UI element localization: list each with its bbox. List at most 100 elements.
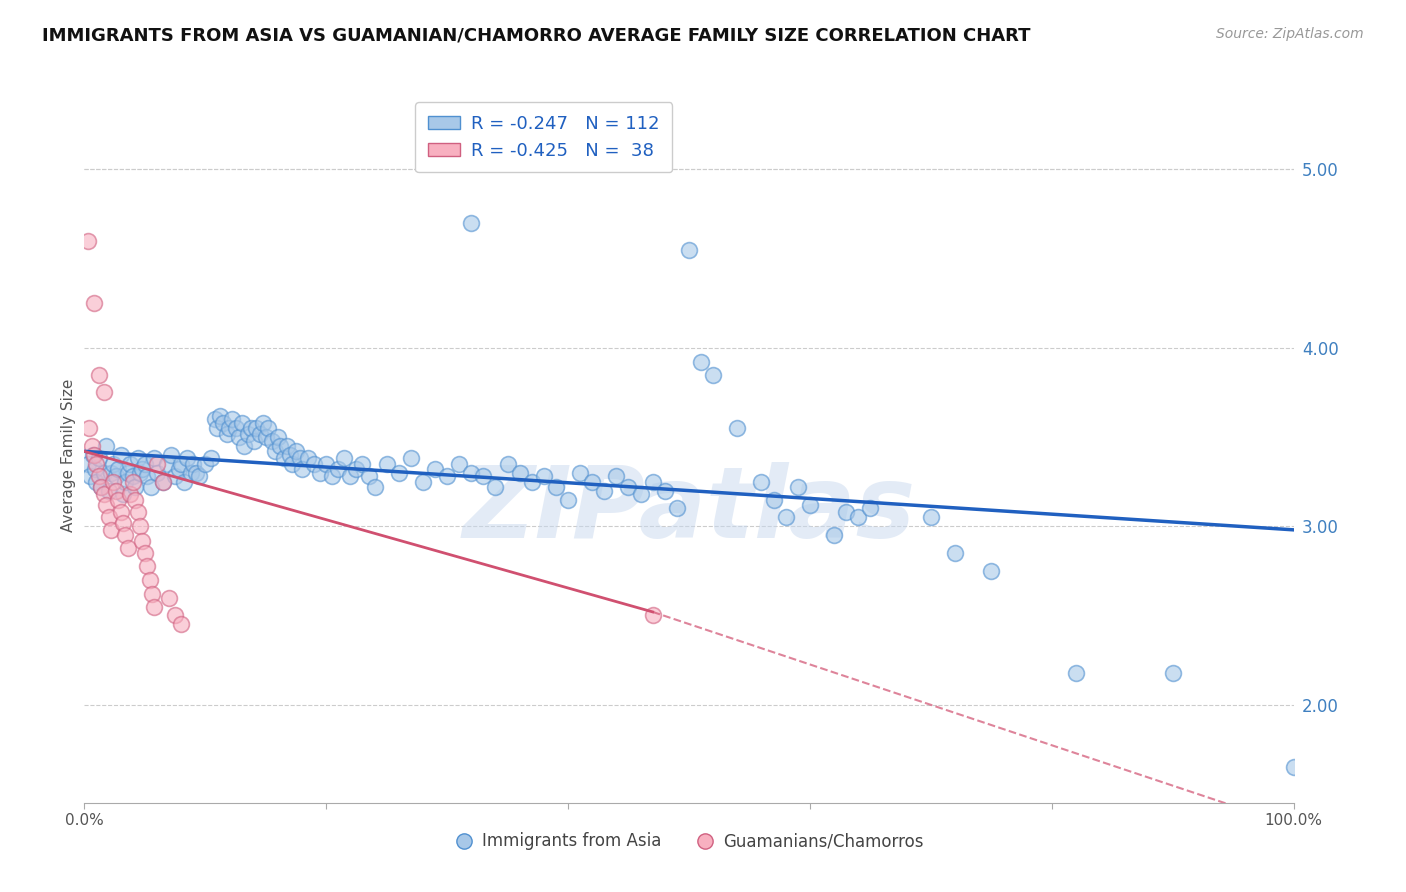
Point xyxy=(249,426,271,441)
Point xyxy=(100,466,122,480)
Point xyxy=(87,451,110,466)
Point xyxy=(333,451,356,466)
Point xyxy=(321,469,343,483)
Point xyxy=(1282,760,1305,774)
Point xyxy=(129,466,152,480)
Point xyxy=(943,546,966,560)
Point xyxy=(114,475,136,489)
Point xyxy=(484,480,506,494)
Point xyxy=(94,498,117,512)
Point xyxy=(127,451,149,466)
Point xyxy=(86,457,108,471)
Point xyxy=(114,528,136,542)
Point xyxy=(284,444,308,458)
Point xyxy=(94,439,117,453)
Point xyxy=(204,412,226,426)
Point xyxy=(291,462,314,476)
Point xyxy=(846,510,869,524)
Point xyxy=(775,510,797,524)
Point xyxy=(581,475,603,489)
Point xyxy=(281,457,304,471)
Point xyxy=(120,457,142,471)
Point xyxy=(77,457,100,471)
Point xyxy=(84,462,107,476)
Point xyxy=(103,457,125,471)
Point xyxy=(236,426,259,441)
Point xyxy=(194,457,217,471)
Point xyxy=(835,505,858,519)
Point xyxy=(786,480,808,494)
Point xyxy=(297,451,319,466)
Point xyxy=(180,466,202,480)
Point xyxy=(665,501,688,516)
Point xyxy=(630,487,652,501)
Point xyxy=(136,469,159,483)
Point xyxy=(617,480,640,494)
Point xyxy=(117,466,139,480)
Point xyxy=(208,409,231,423)
Point xyxy=(544,480,567,494)
Point xyxy=(131,462,153,476)
Point xyxy=(725,421,748,435)
Point xyxy=(120,487,142,501)
Point xyxy=(121,475,143,489)
Point xyxy=(357,469,380,483)
Point xyxy=(762,492,785,507)
Point xyxy=(87,368,110,382)
Point xyxy=(200,451,222,466)
Point xyxy=(152,475,174,489)
Point xyxy=(605,469,627,483)
Point xyxy=(412,475,434,489)
Point xyxy=(93,487,115,501)
Point xyxy=(170,457,193,471)
Point xyxy=(77,234,100,248)
Point xyxy=(328,462,350,476)
Point xyxy=(188,469,211,483)
Point xyxy=(79,469,101,483)
Point xyxy=(260,434,283,448)
Point xyxy=(751,475,773,489)
Text: ZIPatlas: ZIPatlas xyxy=(463,462,915,559)
Legend: Immigrants from Asia, Guamanians/Chamorros: Immigrants from Asia, Guamanians/Chamorr… xyxy=(447,826,931,857)
Point xyxy=(460,216,482,230)
Point xyxy=(388,466,411,480)
Point xyxy=(129,519,152,533)
Point xyxy=(80,439,103,453)
Point xyxy=(90,480,112,494)
Point xyxy=(83,296,105,310)
Point xyxy=(134,457,156,471)
Point xyxy=(82,448,104,462)
Point xyxy=(1064,665,1087,680)
Point xyxy=(143,599,166,614)
Point xyxy=(157,591,180,605)
Point xyxy=(97,483,120,498)
Point xyxy=(339,469,361,483)
Point xyxy=(100,523,122,537)
Point xyxy=(215,426,238,441)
Point xyxy=(93,466,115,480)
Point xyxy=(363,480,385,494)
Point xyxy=(472,469,495,483)
Point xyxy=(799,498,821,512)
Point xyxy=(93,385,115,400)
Point xyxy=(264,444,287,458)
Point xyxy=(980,564,1002,578)
Point xyxy=(87,469,110,483)
Point xyxy=(228,430,250,444)
Point xyxy=(252,416,274,430)
Point xyxy=(107,492,129,507)
Point xyxy=(212,416,235,430)
Point xyxy=(155,457,177,471)
Point xyxy=(254,430,277,444)
Point xyxy=(77,421,100,435)
Point xyxy=(138,573,160,587)
Point xyxy=(641,608,664,623)
Point xyxy=(131,533,153,548)
Point xyxy=(352,457,374,471)
Point xyxy=(221,412,243,426)
Text: Source: ZipAtlas.com: Source: ZipAtlas.com xyxy=(1216,27,1364,41)
Point xyxy=(97,510,120,524)
Point xyxy=(520,475,543,489)
Text: IMMIGRANTS FROM ASIA VS GUAMANIAN/CHAMORRO AVERAGE FAMILY SIZE CORRELATION CHART: IMMIGRANTS FROM ASIA VS GUAMANIAN/CHAMOR… xyxy=(42,27,1031,45)
Point xyxy=(242,434,264,448)
